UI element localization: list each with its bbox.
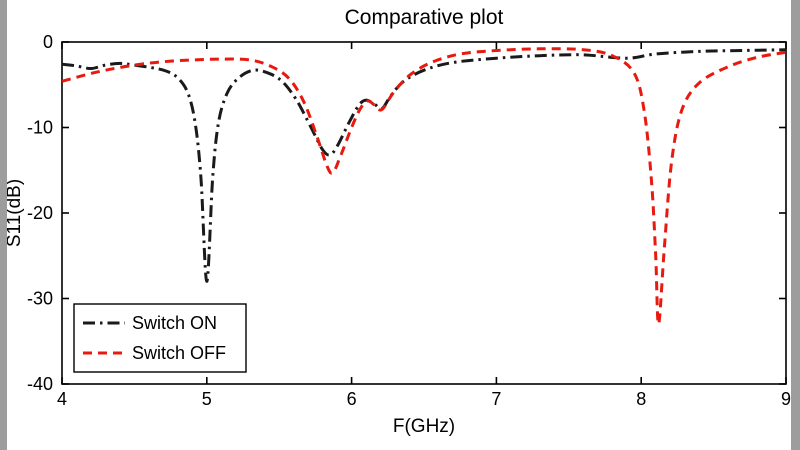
left-matte [0, 0, 7, 450]
y-tick-label: -40 [27, 374, 53, 394]
right-matte [791, 0, 800, 450]
y-tick-label: -20 [27, 203, 53, 223]
x-tick-label: 9 [781, 389, 791, 409]
y-tick-label: -30 [27, 289, 53, 309]
y-axis-label: S11(dB) [4, 179, 25, 247]
y-tick-label: -10 [27, 118, 53, 138]
chart-title: Comparative plot [345, 6, 504, 29]
curve-switch-on [62, 48, 786, 283]
x-axis-label: F(GHz) [393, 416, 455, 437]
x-tick-label: 7 [491, 389, 501, 409]
curves [62, 47, 786, 326]
x-tick-label: 4 [57, 389, 67, 409]
x-tick-label: 5 [202, 389, 212, 409]
legend-label-switch-off: Switch OFF [132, 343, 226, 363]
legend-label-switch-on: Switch ON [132, 313, 217, 333]
legend-box [73, 303, 247, 373]
curve-switch-off [62, 47, 786, 326]
y-tick-label: 0 [43, 32, 53, 52]
x-tick-label: 6 [347, 389, 357, 409]
x-tick-label: 8 [636, 389, 646, 409]
